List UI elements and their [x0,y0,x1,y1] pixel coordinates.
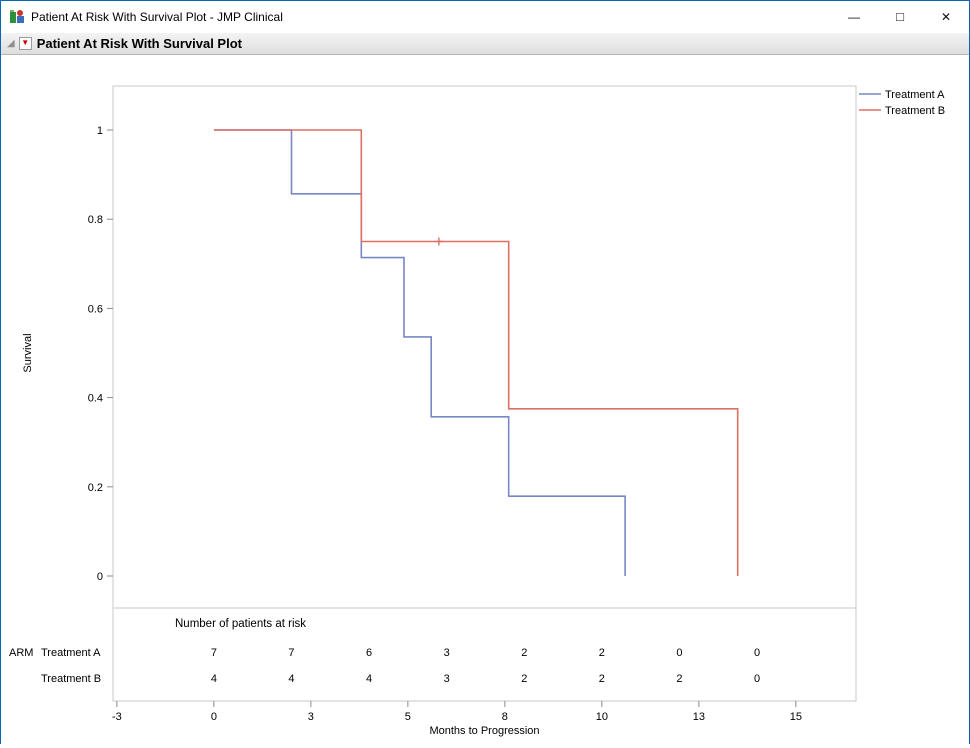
x-tick-label: 13 [693,711,705,723]
x-tick-label: 15 [790,711,802,723]
y-tick-label: 0 [97,571,103,583]
risk-value: 4 [288,673,294,685]
close-button[interactable]: ✕ [923,2,969,33]
risk-value: 0 [754,673,760,685]
x-axis-title: Months to Progression [429,725,539,737]
risk-value: 2 [521,647,527,659]
legend-label-treatment-b[interactable]: Treatment B [885,105,945,117]
risk-group-label: ARM [9,647,33,659]
disclosure-triangle-icon[interactable]: ◢ [7,37,15,49]
risk-value: 0 [676,647,682,659]
legend-label-treatment-a[interactable]: Treatment A [885,89,945,101]
risk-value: 2 [676,673,682,685]
app-icon [10,10,24,23]
risk-value: 2 [599,647,605,659]
risk-value: 0 [754,647,760,659]
survival-plot: 1 0.8 0.6 0.4 0.2 0 -3 0 3 5 8 10 13 15 Months to Prog… [9,85,945,737]
risk-value: 2 [521,673,527,685]
maximize-button[interactable]: □ [877,2,923,33]
risk-value: 3 [444,673,450,685]
x-tick-label: 10 [596,711,608,723]
risk-value: 7 [211,647,217,659]
title-bar: Patient At Risk With Survival Plot - JMP… [1,1,969,33]
survival-curve-treatment-a[interactable] [213,129,626,576]
risk-value: 7 [288,647,294,659]
plot-area: 1 0.8 0.6 0.4 0.2 0 -3 0 3 5 8 10 13 15 Months to Prog… [1,55,969,748]
maximize-icon: □ [896,8,904,24]
y-axis-title: Survival [22,333,34,372]
survival-curve-treatment-b[interactable] [213,129,739,576]
risk-value: 2 [599,673,605,685]
risk-value: 4 [366,673,372,685]
outline-header: ◢ ▼ Patient At Risk With Survival Plot [1,33,969,55]
risk-row-label-treatment-a: Treatment A [41,647,101,659]
y-tick-label: 0.6 [88,303,103,315]
x-tick-label: 5 [405,711,411,723]
x-tick-label: 8 [502,711,508,723]
minimize-icon: — [848,10,860,24]
plot-frame [112,85,857,702]
y-tick-label: 0.8 [88,214,103,226]
risk-value: 3 [444,647,450,659]
x-tick-label: 3 [308,711,314,723]
minimize-button[interactable]: — [831,2,877,33]
window-title: Patient At Risk With Survival Plot - JMP… [31,10,283,24]
x-tick-label: 0 [211,711,217,723]
x-tick-label: -3 [112,711,122,723]
red-triangle-icon: ▼ [21,38,30,47]
y-tick-label: 0.2 [88,482,103,494]
risk-table-header: Number of patients at risk [175,618,306,630]
close-icon: ✕ [940,10,952,24]
risk-value: 4 [211,673,217,685]
red-triangle-menu-button[interactable]: ▼ [18,37,32,50]
risk-value: 6 [366,647,372,659]
y-tick-label: 1 [97,125,103,137]
y-tick-label: 0.4 [88,393,103,405]
risk-row-label-treatment-b: Treatment B [41,673,101,685]
report-title: Patient At Risk With Survival Plot [36,36,242,51]
